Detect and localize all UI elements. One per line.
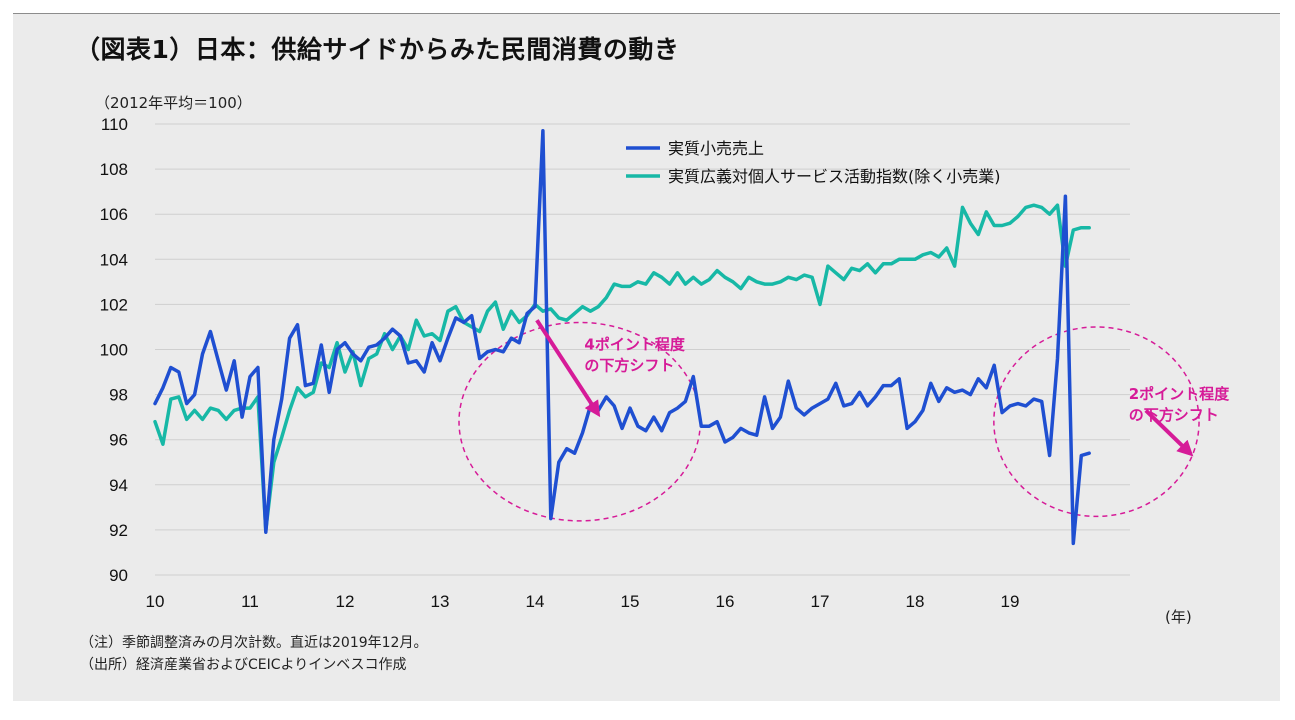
y-tick-label: 96 xyxy=(109,431,128,450)
annotation-label: の下方シフト xyxy=(1129,406,1219,424)
x-tick-label: 15 xyxy=(621,592,640,611)
annotation-label: の下方シフト xyxy=(584,357,674,375)
x-tick-label: 16 xyxy=(716,592,735,611)
annotation-label: 4ポイント程度 xyxy=(584,336,685,354)
x-tick-label: 11 xyxy=(241,592,259,611)
y-tick-label: 102 xyxy=(100,295,128,314)
x-tick-label: 10 xyxy=(146,592,165,611)
y-tick-label: 90 xyxy=(109,566,128,585)
shift-arrow xyxy=(1144,408,1194,457)
x-tick-label: 12 xyxy=(336,592,355,611)
y-tick-label: 104 xyxy=(100,250,128,269)
legend-label: 実質広義対個人サービス活動指数(除く小売業) xyxy=(668,167,1001,186)
annotation-label: 2ポイント程度 xyxy=(1129,385,1230,403)
x-unit-label: (年) xyxy=(1165,608,1192,626)
y-tick-label: 110 xyxy=(101,115,128,134)
y-tick-label: 100 xyxy=(100,341,128,360)
footnote-source: （出所）経済産業省およびCEICよりインベスコ作成 xyxy=(80,657,407,673)
retail-sales-line xyxy=(153,129,1091,546)
y-unit-label: （2012年平均＝100） xyxy=(95,94,252,112)
legend-label: 実質小売売上 xyxy=(668,139,764,158)
x-tick-label: 17 xyxy=(811,592,830,611)
x-tick-label: 13 xyxy=(431,592,450,611)
y-tick-label: 92 xyxy=(109,521,128,540)
chart-title: （図表1）日本：供給サイドからみた民間消費の動き xyxy=(75,35,680,64)
shift-arrow xyxy=(535,319,601,418)
x-tick-label: 18 xyxy=(906,592,925,611)
y-tick-label: 98 xyxy=(109,386,128,405)
y-tick-label: 108 xyxy=(100,160,128,179)
services-index-line xyxy=(153,203,1091,532)
footnote-note: （注）季節調整済みの月次計数。直近は2019年12月。 xyxy=(80,635,428,651)
y-tick-label: 106 xyxy=(100,205,128,224)
y-tick-label: 94 xyxy=(109,476,128,495)
highlight-circle xyxy=(993,326,1200,518)
x-tick-label: 14 xyxy=(526,592,545,611)
x-tick-label: 19 xyxy=(1001,592,1020,611)
